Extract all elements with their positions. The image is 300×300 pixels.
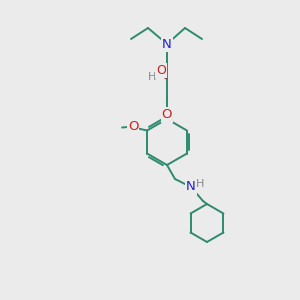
Text: H: H	[196, 179, 204, 189]
Text: N: N	[186, 181, 196, 194]
Text: O: O	[162, 109, 172, 122]
Text: H: H	[148, 72, 156, 82]
Text: N: N	[162, 38, 172, 50]
Text: O: O	[128, 120, 138, 133]
Text: O: O	[156, 64, 166, 76]
